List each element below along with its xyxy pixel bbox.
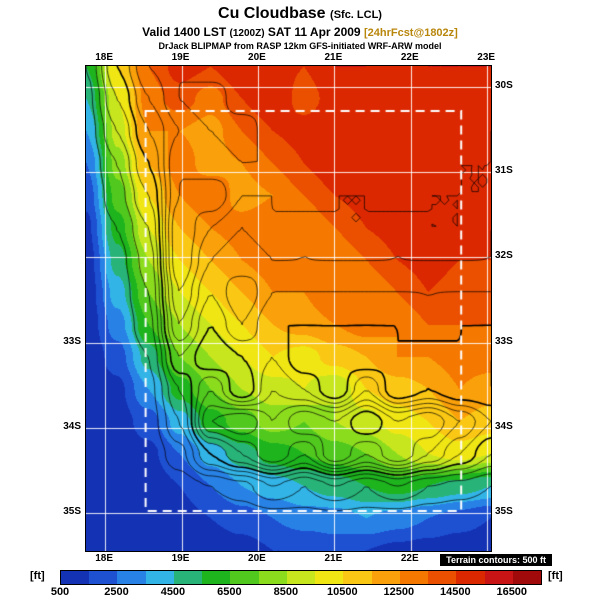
colorbar-segment [286,571,316,584]
colorbar-segment [428,571,457,584]
colorbar-segment [117,571,146,584]
colorbar-segment [484,571,513,584]
lat-label-right: 35S [495,505,513,517]
colorbar-segment [512,571,541,584]
colorbar-segment [202,571,231,584]
lat-label-right: 31S [495,165,513,177]
lat-label-left: 35S [63,505,81,517]
lon-label-top: 19E [171,52,190,63]
lat-label-right: 32S [495,250,513,262]
valid-date: SAT 11 Apr 2009 [267,25,361,39]
colorbar-tick: 6500 [217,586,242,598]
colorbar-segment [315,571,344,584]
lon-label-top: 20E [248,52,266,63]
colorbar-tick: 4500 [160,586,186,598]
colorbar-tick: 500 [50,586,70,598]
lat-label-left: 33S [63,335,81,347]
colorbar-segment [230,571,259,584]
colorbar [60,570,542,585]
title-text: Cu Cloudbase [218,5,326,22]
terrain-note: Terrain contours: 500 ft [440,554,552,566]
lon-label-top: 22E [400,52,419,63]
lon-label-bottom: 19E [171,553,190,564]
colorbar-tick: 8500 [273,586,299,598]
colorbar-tick: 12500 [383,586,415,598]
model-line: DrJack BLIPMAP from RASP 12km GFS-initia… [158,41,442,51]
colorbar-segment [173,571,203,584]
colorbar-tick: 2500 [104,586,129,598]
lon-label-top: 23E [477,52,496,63]
lon-label-bottom: 21E [324,553,343,564]
colorbar-unit-left: [ft] [30,570,45,582]
lat-label-right: 34S [495,420,513,432]
colorbar-segment [89,571,118,584]
lon-label-top: 18E [95,52,113,63]
fcst-tag: [24hrFcst@1802z] [363,27,458,39]
colorbar-segment [61,571,90,584]
lat-label-left: 34S [63,420,81,432]
lon-label-bottom: 20E [248,553,266,564]
colorbar-segment [456,571,485,584]
valid-prefix: Valid 1400 LST [142,25,227,39]
title-note: (Sfc. LCL) [330,9,382,21]
colorbar-tick: 10500 [327,586,358,598]
colorbar-segment [399,571,429,584]
colorbar-segment [343,571,372,584]
colorbar-segment [258,571,287,584]
valid-line: Valid 1400 LST (1200Z) SAT 11 Apr 2009 [… [0,25,600,39]
valid-zulu: (1200Z) [229,28,265,39]
lon-label-top: 21E [324,52,343,63]
map-canvas [85,65,492,552]
colorbar-unit-right: [ft] [548,570,563,582]
lat-label-right: 30S [495,80,513,92]
colorbar-tick: 16500 [496,586,528,598]
lon-label-bottom: 18E [95,553,113,564]
colorbar-segment [371,571,400,584]
lat-label-right: 33S [495,335,513,347]
colorbar-tick: 14500 [439,586,471,598]
chart-title: Cu Cloudbase (Sfc. LCL) [0,5,600,23]
lon-label-bottom: 22E [400,553,419,564]
colorbar-segment [145,571,174,584]
